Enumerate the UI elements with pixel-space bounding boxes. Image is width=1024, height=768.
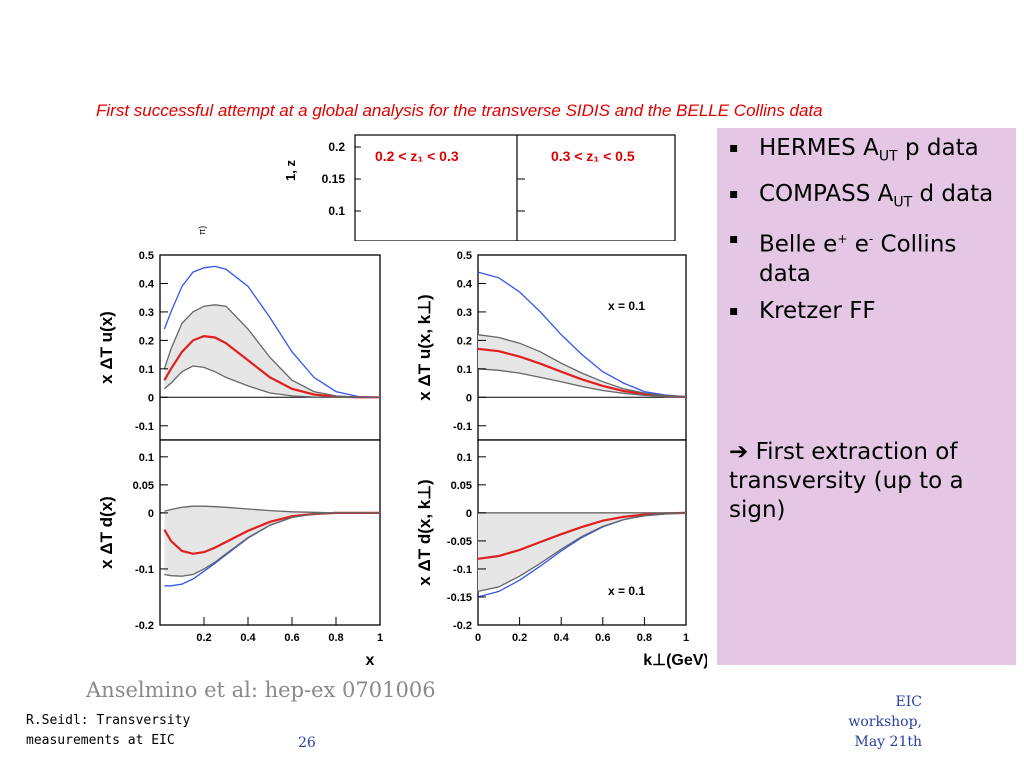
annotation-3: x = 0.1 <box>608 584 645 598</box>
xtick-label-3-5: 1 <box>683 632 689 644</box>
summary-box: ▪ HERMES AUT p data ▪ COMPASS AUT d data ▪… <box>717 128 1016 665</box>
ylabel-2: x ΔT d(x) <box>97 496 116 569</box>
xtick-label-3-1: 0.2 <box>512 632 527 644</box>
xtick-label-2-4: 1 <box>377 632 383 644</box>
svg-text:π): π) <box>197 226 207 235</box>
ytick-label-3-3: -0.05 <box>447 536 472 548</box>
xtick-label-3-0: 0 <box>475 632 481 644</box>
ylabel-3: x ΔT d(x, k⊥) <box>415 479 434 585</box>
series-line-1-3 <box>477 368 687 398</box>
xtick-label-3-2: 0.4 <box>554 632 570 644</box>
xtick-label-3-3: 0.6 <box>595 632 610 644</box>
ytick-label-3-6: -0.2 <box>453 620 472 632</box>
ytick-label-1-2: 0.3 <box>457 307 472 319</box>
ytick-label-0-5: 0 <box>148 392 154 404</box>
series-line-2-3 <box>164 512 380 577</box>
ytick-label-1-0: 0.5 <box>457 250 472 262</box>
ytick-label-0-6: -0.1 <box>135 421 154 433</box>
xtick-label-3-4: 0.8 <box>637 632 652 644</box>
error-band-3 <box>478 512 686 592</box>
series-line-1-2 <box>477 334 687 398</box>
series-line-0-1 <box>163 334 380 399</box>
series-line-1-1 <box>477 347 687 399</box>
page-number: 26 <box>298 735 316 751</box>
ylabel-1: x ΔT u(x, k⊥) <box>415 294 434 400</box>
ytick-label-2-1: 0.05 <box>133 480 154 492</box>
ytick-label-3-2: 0 <box>466 508 472 520</box>
ytick-label-1-4: 0.1 <box>457 364 472 376</box>
ytick-label-0-0: 0.5 <box>139 250 154 262</box>
slide-title: First successful attempt at a global ana… <box>96 101 823 120</box>
ytick-label-0-2: 0.3 <box>139 307 154 319</box>
xtick-label-2-1: 0.4 <box>240 632 256 644</box>
bullet-compass: ▪ COMPASS AUT d data <box>729 180 994 211</box>
series-line-0-3 <box>163 365 380 398</box>
xtick-label-2-3: 0.8 <box>328 632 343 644</box>
ytick-label-1-3: 0.2 <box>457 335 472 347</box>
bullet-belle: ▪ Belle e+ e- Collins data <box>729 231 957 287</box>
bullet-kretzer: ▪ Kretzer FF <box>729 297 876 324</box>
xlabel-3: k⊥(GeV) <box>643 652 707 669</box>
arrow-icon: ➔ <box>729 439 749 465</box>
series-line-0-2 <box>163 304 380 398</box>
ytick-label-0-1: 0.4 <box>139 278 155 290</box>
xtick-label-2-2: 0.6 <box>284 632 299 644</box>
ytick-label-3-1: 0.05 <box>451 480 472 492</box>
series-line-3-1 <box>477 511 687 560</box>
bullet-hermes: ▪ HERMES AUT p data <box>729 135 979 165</box>
ytick-label-3-0: 0.1 <box>457 452 472 464</box>
error-band-1 <box>478 334 686 397</box>
background-figure: 0.2 0.15 0.1 0.2 < z₁ < 0.3 0.3 < z₁ < 0… <box>197 134 676 241</box>
ytick-label-1-5: 0 <box>466 392 472 404</box>
panel-frame-0 <box>159 254 381 441</box>
ytick-label-1-1: 0.4 <box>457 278 473 290</box>
bg-panel-label-1: 0.2 < z₁ < 0.3 <box>375 148 459 164</box>
transversity-chart: 0.5 0.4 0.3 0.2 0.1 0 -0.1 x ΔT u(x) 0.5 0.4 0.3 0.… <box>97 250 707 669</box>
series-line-1-0 <box>477 271 687 398</box>
reference-citation: Anselmino et al: hep-ex 0701006 <box>86 678 436 702</box>
bg-ytick-1: 0.2 <box>328 140 345 154</box>
conclusion-text: ➔ First extraction of transversity (up t… <box>729 439 964 523</box>
ytick-label-2-0: 0.1 <box>139 452 154 464</box>
xtick-label-2-0: 0.2 <box>196 632 211 644</box>
ytick-label-0-4: 0.1 <box>139 364 154 376</box>
footer-event: EIC workshop, May 21th <box>848 694 922 750</box>
footer-author: R.Seidl: Transversity measurements at EI… <box>26 713 191 748</box>
ytick-label-3-5: -0.15 <box>447 592 472 604</box>
ytick-label-0-3: 0.2 <box>139 335 154 347</box>
xlabel-2: x <box>366 652 375 669</box>
error-band-2 <box>164 506 380 577</box>
ytick-label-3-4: -0.1 <box>453 564 472 576</box>
ylabel-0: x ΔT u(x) <box>97 311 116 384</box>
series-line-3-3 <box>477 512 687 593</box>
ytick-label-2-4: -0.2 <box>135 620 154 632</box>
bg-ytick-3: 0.1 <box>328 204 345 218</box>
series-line-0-0 <box>163 265 381 398</box>
ytick-label-1-6: -0.1 <box>453 421 472 433</box>
annotation-1: x = 0.1 <box>608 299 645 313</box>
error-band-0 <box>164 304 380 398</box>
bg-ytick-2: 0.15 <box>322 172 346 186</box>
ytick-label-2-3: -0.1 <box>135 564 154 576</box>
svg-text:1, z: 1, z <box>283 160 298 181</box>
ytick-label-2-2: 0 <box>148 508 154 520</box>
bg-panel-label-2: 0.3 < z₁ < 0.5 <box>551 148 635 164</box>
